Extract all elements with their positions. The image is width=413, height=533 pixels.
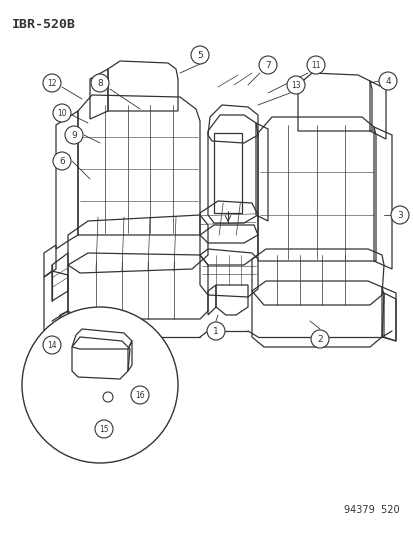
Text: 6: 6 <box>59 157 65 166</box>
Circle shape <box>390 206 408 224</box>
Text: 10: 10 <box>57 109 66 117</box>
Circle shape <box>306 56 324 74</box>
Circle shape <box>206 322 224 340</box>
Circle shape <box>131 386 149 404</box>
Text: IBR-520B: IBR-520B <box>12 18 76 31</box>
Circle shape <box>259 56 276 74</box>
Text: 1: 1 <box>213 327 218 335</box>
Text: 9: 9 <box>71 131 77 140</box>
Circle shape <box>103 392 113 402</box>
Text: 13: 13 <box>290 80 300 90</box>
Text: 7: 7 <box>264 61 270 69</box>
Text: 5: 5 <box>197 51 202 60</box>
Circle shape <box>378 72 396 90</box>
Text: 12: 12 <box>47 78 57 87</box>
Text: 14: 14 <box>47 341 57 350</box>
Text: 94379  520: 94379 520 <box>344 505 399 515</box>
Text: 16: 16 <box>135 391 145 400</box>
Circle shape <box>53 152 71 170</box>
Circle shape <box>95 420 113 438</box>
Circle shape <box>190 46 209 64</box>
Circle shape <box>286 76 304 94</box>
Text: 2: 2 <box>316 335 322 343</box>
Text: 11: 11 <box>311 61 320 69</box>
Text: 8: 8 <box>97 78 102 87</box>
Text: 3: 3 <box>396 211 402 220</box>
Circle shape <box>65 126 83 144</box>
Text: 15: 15 <box>99 424 109 433</box>
Circle shape <box>43 336 61 354</box>
Circle shape <box>43 74 61 92</box>
Circle shape <box>53 104 71 122</box>
Text: 4: 4 <box>384 77 390 85</box>
Circle shape <box>91 74 109 92</box>
Circle shape <box>310 330 328 348</box>
Circle shape <box>22 307 178 463</box>
